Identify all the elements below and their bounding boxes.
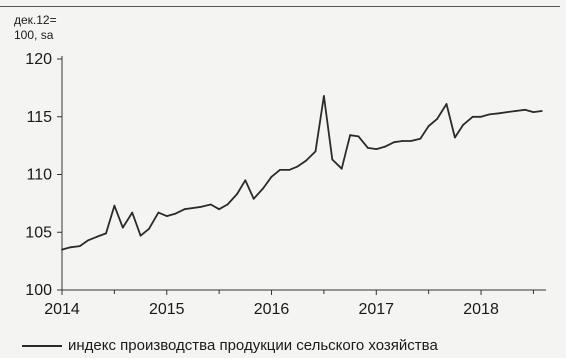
data-point <box>105 232 107 235</box>
data-point <box>323 95 325 97</box>
data-point <box>383 145 386 148</box>
y-tick-label: 120 <box>25 51 52 68</box>
data-point <box>454 136 456 139</box>
data-point <box>367 147 369 149</box>
line-chart: 100 105 110 115 120 2014 2015 2016 2017 2018 <box>25 51 546 318</box>
data-point <box>95 236 98 238</box>
y-tick-label: 115 <box>26 109 52 126</box>
data-point <box>401 140 404 142</box>
data-point <box>375 148 378 151</box>
data-point <box>314 150 317 153</box>
data-point <box>506 111 509 113</box>
data-point <box>78 245 81 248</box>
data-point <box>87 239 90 242</box>
data-point <box>139 234 142 237</box>
data-point <box>524 108 526 111</box>
y-unit-label-line2: 100, sa <box>14 28 54 42</box>
data-point <box>488 113 491 116</box>
data-point <box>183 208 186 211</box>
data-point <box>288 169 291 171</box>
legend-label: индекс производства продукции сельского … <box>68 337 438 354</box>
data-point <box>262 187 264 190</box>
data-point <box>270 175 273 178</box>
data-point <box>148 227 150 230</box>
data-point <box>498 112 500 115</box>
data-point <box>244 179 247 182</box>
data-point <box>419 137 422 140</box>
data-point <box>69 246 72 249</box>
data-point <box>532 111 535 113</box>
data-point <box>462 123 465 126</box>
top-rule <box>0 6 560 7</box>
y-unit-label-line1: дек.12= <box>14 13 57 27</box>
legend: индекс производства продукции сельского … <box>22 337 438 354</box>
data-point <box>480 115 482 118</box>
y-tick-label: 110 <box>26 167 52 184</box>
data-point <box>471 115 474 118</box>
x-tick-label: 2018 <box>463 301 499 318</box>
data-point <box>174 212 177 215</box>
data-point <box>200 205 203 208</box>
y-tick-label: 105 <box>25 224 52 241</box>
data-point <box>252 197 255 200</box>
data-point <box>192 207 194 209</box>
data-point <box>410 140 412 142</box>
data-point <box>236 193 238 196</box>
legend-line-swatch <box>22 344 62 347</box>
data-point <box>436 118 438 120</box>
x-tick-label: 2014 <box>44 301 80 318</box>
series-line-0 <box>61 95 542 251</box>
data-point <box>279 169 281 171</box>
data-point <box>331 158 334 161</box>
data-point <box>427 125 430 127</box>
x-tick-label: 2016 <box>254 301 290 318</box>
data-point <box>209 203 212 206</box>
data-point <box>121 226 124 229</box>
data-point <box>357 135 360 138</box>
data-point <box>349 134 351 137</box>
data-point <box>393 141 395 144</box>
data-point <box>61 248 63 251</box>
y-unit-label: дек.12= 100, sa <box>14 13 57 43</box>
data-point <box>218 208 221 211</box>
data-point <box>540 110 543 112</box>
data-point <box>113 204 116 207</box>
x-tick-label: 2017 <box>358 301 394 318</box>
data-point <box>165 215 168 218</box>
data-point <box>340 167 343 170</box>
data-point <box>305 159 307 162</box>
data-point <box>131 211 134 214</box>
data-point <box>157 211 160 214</box>
x-tick-label: 2015 <box>149 301 185 318</box>
data-point <box>445 103 448 105</box>
data-point <box>226 203 229 206</box>
data-point <box>296 165 299 168</box>
y-tick-label: 100 <box>25 282 52 299</box>
data-point <box>514 110 517 112</box>
